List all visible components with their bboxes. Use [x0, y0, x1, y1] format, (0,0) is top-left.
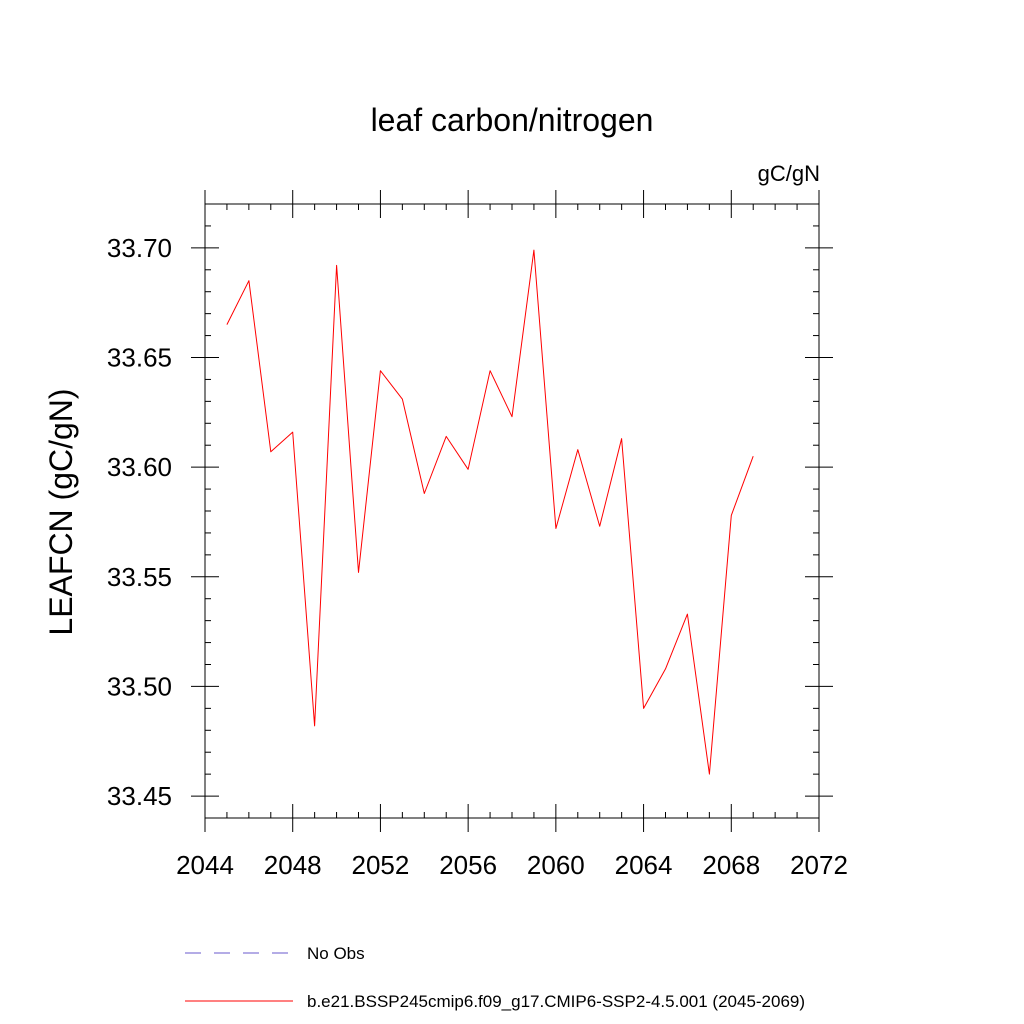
plot-frame [204, 203, 820, 819]
chart-title: leaf carbon/nitrogen [371, 102, 654, 138]
y-tick-label: 33.60 [107, 452, 172, 482]
y-tick-label: 33.45 [107, 781, 172, 811]
series-layer [226, 249, 754, 775]
x-tick-label: 2052 [352, 850, 410, 880]
minor-ticks [205, 203, 819, 819]
major-ticks [191, 190, 833, 832]
y-axis-label: LEAFCN (gC/gN) [43, 388, 79, 635]
x-tick-label: 2048 [264, 850, 322, 880]
legend-label-no-obs: No Obs [307, 944, 365, 963]
x-tick-label: 2060 [527, 850, 585, 880]
x-tick-label: 2056 [439, 850, 497, 880]
y-tick-label: 33.55 [107, 562, 172, 592]
units-label: gC/gN [758, 161, 820, 186]
x-tick-label: 2064 [615, 850, 673, 880]
y-tick-label: 33.70 [107, 233, 172, 263]
legend: No Obs b.e21.BSSP245cmip6.f09_g17.CMIP6-… [185, 944, 805, 1011]
y-tick-labels: 33.45 33.50 33.55 33.60 33.65 33.70 [107, 233, 172, 811]
x-tick-label: 2044 [176, 850, 234, 880]
series-line-0 [226, 249, 754, 775]
y-tick-label: 33.50 [107, 671, 172, 701]
x-tick-label: 2072 [790, 850, 848, 880]
y-tick-label: 33.65 [107, 343, 172, 373]
x-tick-label: 2068 [702, 850, 760, 880]
legend-label-series: b.e21.BSSP245cmip6.f09_g17.CMIP6-SSP2-4.… [307, 992, 805, 1011]
x-tick-labels: 2044 2048 2052 2056 2060 2064 2068 2072 [176, 850, 848, 880]
